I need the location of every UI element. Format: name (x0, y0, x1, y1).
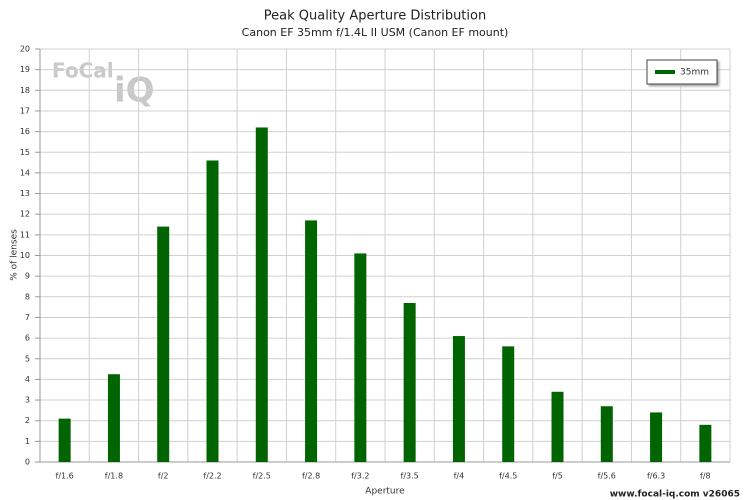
y-tick-label: 20 (20, 45, 30, 54)
chart-subtitle: Canon EF 35mm f/1.4L II USM (Canon EF mo… (242, 26, 509, 39)
y-tick-label: 9 (25, 272, 30, 281)
y-tick-label: 3 (25, 396, 30, 405)
y-tick-label: 14 (20, 168, 30, 177)
x-tick-label: f/4 (454, 472, 465, 481)
y-tick-label: 4 (25, 375, 30, 384)
bar (206, 160, 219, 462)
y-tick-label: 2 (25, 416, 30, 425)
x-axis-label: Aperture (365, 487, 405, 497)
footer: www.focal-iq.com v26065 (610, 490, 740, 500)
y-tick-label: 12 (20, 210, 30, 219)
y-tick-label: 16 (20, 127, 30, 136)
bar (699, 424, 712, 462)
bar (58, 418, 71, 462)
x-tick-label: f/3.5 (401, 472, 419, 481)
x-tick-label: f/5.6 (598, 472, 616, 481)
y-tick-label: 10 (20, 251, 30, 260)
y-tick-label: 8 (25, 292, 30, 301)
y-tick-label: 1 (25, 437, 30, 446)
x-tick-label: f/1.8 (105, 472, 123, 481)
bar (403, 302, 416, 462)
y-tick-label: 7 (25, 313, 30, 322)
y-tick-label: 6 (25, 334, 30, 343)
x-tick-label: f/6.3 (647, 472, 665, 481)
bar (354, 253, 367, 462)
y-tick-label: 19 (20, 65, 30, 74)
x-tick-label: f/2.8 (302, 472, 320, 481)
y-tick-label: 18 (20, 86, 30, 95)
y-axis-label: % of lenses (10, 229, 20, 281)
bar (452, 336, 465, 462)
bar (157, 226, 170, 462)
y-tick-label: 5 (25, 354, 30, 363)
x-tick-label: f/2.5 (253, 472, 271, 481)
bar (255, 127, 268, 462)
x-tick-label: f/2 (158, 472, 169, 481)
x-tick-label: f/8 (700, 472, 711, 481)
y-tick-label: 0 (25, 458, 30, 467)
x-tick-label: f/1.6 (56, 472, 74, 481)
bar (551, 391, 564, 462)
x-tick-label: f/4.5 (499, 472, 517, 481)
y-tick-label: 17 (20, 106, 30, 115)
x-tick-label: f/3.2 (351, 472, 369, 481)
legend-label: 35mm (680, 68, 709, 78)
y-tick-label: 15 (20, 148, 30, 157)
y-tick-label: 11 (20, 230, 30, 239)
bar (650, 412, 663, 462)
logo-text: FoCal (52, 59, 114, 83)
bar (600, 406, 613, 462)
bar (502, 346, 515, 462)
chart-title: Peak Quality Aperture Distribution (264, 9, 486, 24)
bar (305, 220, 318, 462)
x-tick-label: f/2.2 (203, 472, 221, 481)
bar (107, 374, 120, 462)
x-tick-label: f/5 (552, 472, 563, 481)
y-tick-label: 13 (20, 189, 30, 198)
